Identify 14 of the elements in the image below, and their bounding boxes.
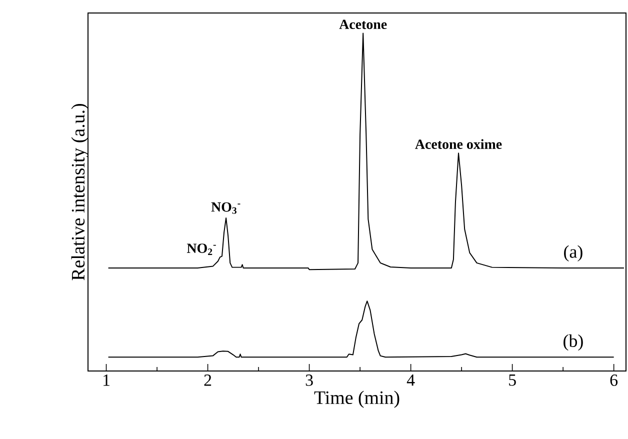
x-tick-label: 4 — [406, 374, 415, 386]
series-label: (b) — [564, 334, 583, 351]
x-axis-title: Time (min) — [314, 390, 400, 408]
x-tick-label: 1 — [104, 374, 110, 386]
series-label: (a) — [564, 245, 582, 262]
annotation: NO$_{2}$- — [186, 244, 216, 255]
x-tick-label: 5 — [509, 374, 516, 386]
annotation: Acetone — [339, 20, 387, 30]
annotation: Acetone oxime — [415, 139, 502, 149]
x-tick-label: 3 — [306, 374, 313, 386]
x-tick-label: 6 — [610, 374, 618, 386]
y-axis-title: Relative intensity (a.u.) — [71, 104, 88, 280]
x-tick-label: 2 — [204, 374, 212, 386]
annotation: NO$_{3}$- — [211, 202, 240, 214]
